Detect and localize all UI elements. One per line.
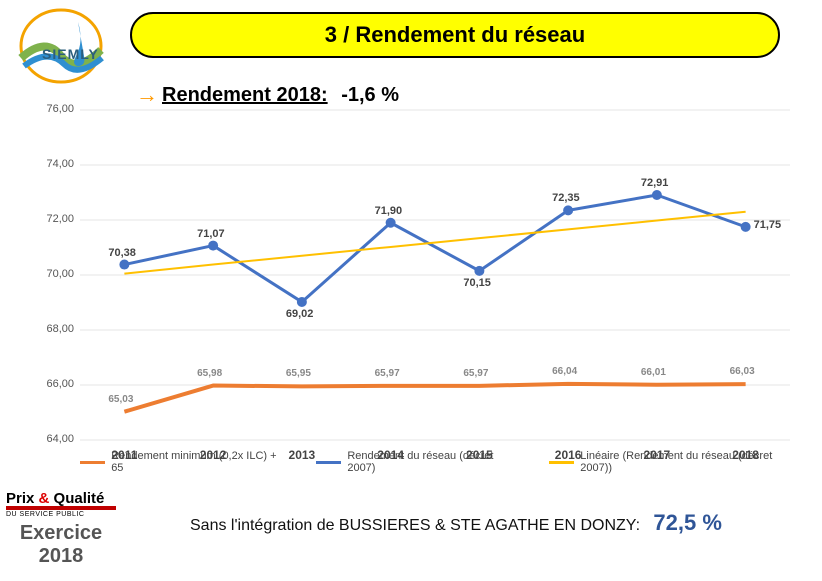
y-axis-label: 64,00 (30, 433, 74, 445)
series-value-label: 69,02 (286, 308, 314, 320)
legend-label: Rendement du réseau (décret 2007) (347, 450, 519, 474)
y-axis-label: 72,00 (30, 213, 74, 225)
series-value-label: 71,75 (754, 219, 782, 231)
series-value-label: 71,07 (197, 228, 225, 240)
footer-badge: Prix & Qualité DU SERVICE PUBLIC Exercic… (6, 490, 130, 568)
legend-label: Rendement minimum (0,2x ILC) + 65 (111, 450, 286, 474)
chart-plot (20, 80, 800, 450)
legend-swatch (80, 461, 105, 464)
series-value-label: 72,91 (641, 177, 669, 189)
series-value-label: 70,15 (463, 277, 491, 289)
y-axis-label: 70,00 (30, 268, 74, 280)
legend-swatch (316, 461, 341, 464)
footer-note-value: 72,5 % (653, 510, 722, 535)
series-value-label: 72,35 (552, 192, 580, 204)
exercice-label: Exercice 2018 (6, 522, 116, 568)
series-value-label: 66,03 (730, 366, 755, 377)
y-axis-label: 74,00 (30, 158, 74, 170)
page-title: 3 / Rendement du réseau (325, 22, 585, 48)
footer-note-text: Sans l'intégration de BUSSIERES & STE AG… (190, 517, 640, 534)
page-title-pill: 3 / Rendement du réseau (130, 12, 780, 58)
chart: 64,0066,0068,0070,0072,0074,0076,0020112… (20, 80, 800, 450)
series-value-label: 65,97 (463, 368, 488, 379)
logo-text: SIEMLY (42, 46, 99, 62)
series-value-label: 65,95 (286, 368, 311, 379)
series-value-label: 65,03 (108, 394, 133, 405)
legend-swatch (549, 461, 574, 464)
y-axis-label: 68,00 (30, 323, 74, 335)
series-value-label: 70,38 (108, 247, 136, 259)
legend-item: Linéaire (Rendement du réseau (décret 20… (549, 450, 800, 474)
series-value-label: 66,04 (552, 366, 577, 377)
legend-label: Linéaire (Rendement du réseau (décret 20… (580, 450, 800, 474)
y-axis-label: 66,00 (30, 378, 74, 390)
legend-item: Rendement du réseau (décret 2007) (316, 450, 519, 474)
series-value-label: 65,98 (197, 368, 222, 379)
series-value-label: 71,90 (375, 205, 403, 217)
prix-qualite: Prix & Qualité (6, 490, 130, 507)
y-axis-label: 76,00 (30, 103, 74, 115)
series-value-label: 66,01 (641, 367, 666, 378)
legend-item: Rendement minimum (0,2x ILC) + 65 (80, 450, 286, 474)
series-value-label: 65,97 (375, 368, 400, 379)
chart-legend: Rendement minimum (0,2x ILC) + 65 Rendeme… (80, 450, 800, 474)
footer-note: Sans l'intégration de BUSSIERES & STE AG… (190, 510, 722, 536)
prix-qualite-sub: DU SERVICE PUBLIC (6, 506, 116, 518)
